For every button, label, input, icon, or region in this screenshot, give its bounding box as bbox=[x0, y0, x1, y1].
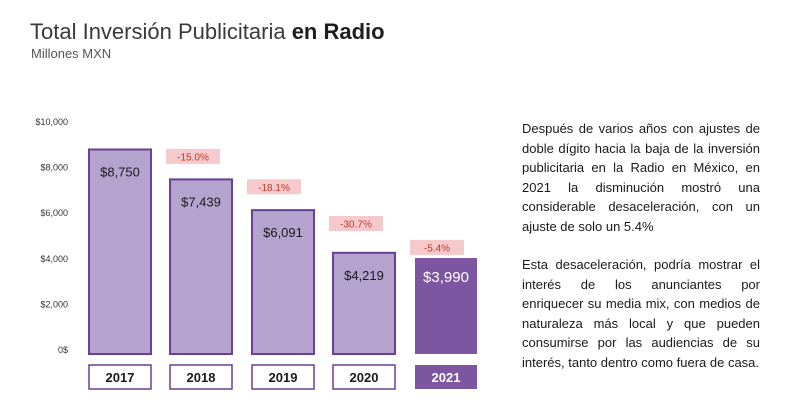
bar-2019 bbox=[251, 209, 315, 355]
y-tick-label: $6,000 bbox=[40, 208, 68, 218]
chart-title-regular: Total Inversión Publicitaria bbox=[30, 19, 292, 44]
commentary-paragraph-2: Esta desaceleración, podría mostrar el i… bbox=[522, 257, 760, 370]
change-label: -15.0% bbox=[177, 152, 209, 163]
change-badge bbox=[410, 239, 464, 255]
chart-subtitle: Millones MXN bbox=[31, 46, 112, 61]
bar-2017 bbox=[88, 148, 152, 355]
category-label: 2018 bbox=[187, 370, 216, 385]
bar-2018 bbox=[169, 178, 233, 355]
bar-value-label: $3,990 bbox=[423, 269, 469, 286]
bar-value-label: $8,750 bbox=[100, 165, 140, 180]
bar-value-label: $6,091 bbox=[263, 225, 303, 240]
bar-value-label: $7,439 bbox=[181, 194, 221, 209]
bar-2021 bbox=[415, 258, 477, 354]
chart-title: Total Inversión Publicitaria en Radio bbox=[30, 19, 385, 45]
change-badge bbox=[166, 148, 220, 164]
category-box bbox=[251, 364, 315, 390]
category-label: 2019 bbox=[269, 370, 298, 385]
change-label: -5.4% bbox=[424, 243, 450, 254]
change-label: -30.7% bbox=[340, 219, 372, 230]
commentary-paragraph-1: Después de varios años con ajustes de do… bbox=[522, 121, 760, 234]
category-label: 2020 bbox=[350, 370, 379, 385]
chart-title-bold: en Radio bbox=[291, 19, 385, 44]
bar-chart: 0$ $2,000 $4,000 $6,000 $8,000 $10,000 $8,750 2… bbox=[35, 117, 477, 390]
change-label: -18.1% bbox=[258, 183, 290, 194]
category-label: 2021 bbox=[432, 370, 461, 385]
bar-value-label: $4,219 bbox=[344, 268, 384, 283]
y-tick-label: $8,000 bbox=[40, 163, 68, 173]
y-tick-label: $10,000 bbox=[35, 117, 68, 127]
category-label: 2017 bbox=[106, 370, 135, 385]
category-box bbox=[169, 364, 233, 390]
y-tick-label: 0$ bbox=[58, 345, 68, 355]
y-tick-label: $4,000 bbox=[40, 254, 68, 264]
bar-2020 bbox=[332, 251, 396, 355]
change-badge bbox=[329, 215, 383, 231]
y-tick-label: $2,000 bbox=[40, 299, 68, 309]
category-box bbox=[88, 364, 152, 390]
change-badge bbox=[247, 179, 301, 195]
category-box bbox=[415, 365, 477, 389]
category-box bbox=[332, 364, 396, 390]
